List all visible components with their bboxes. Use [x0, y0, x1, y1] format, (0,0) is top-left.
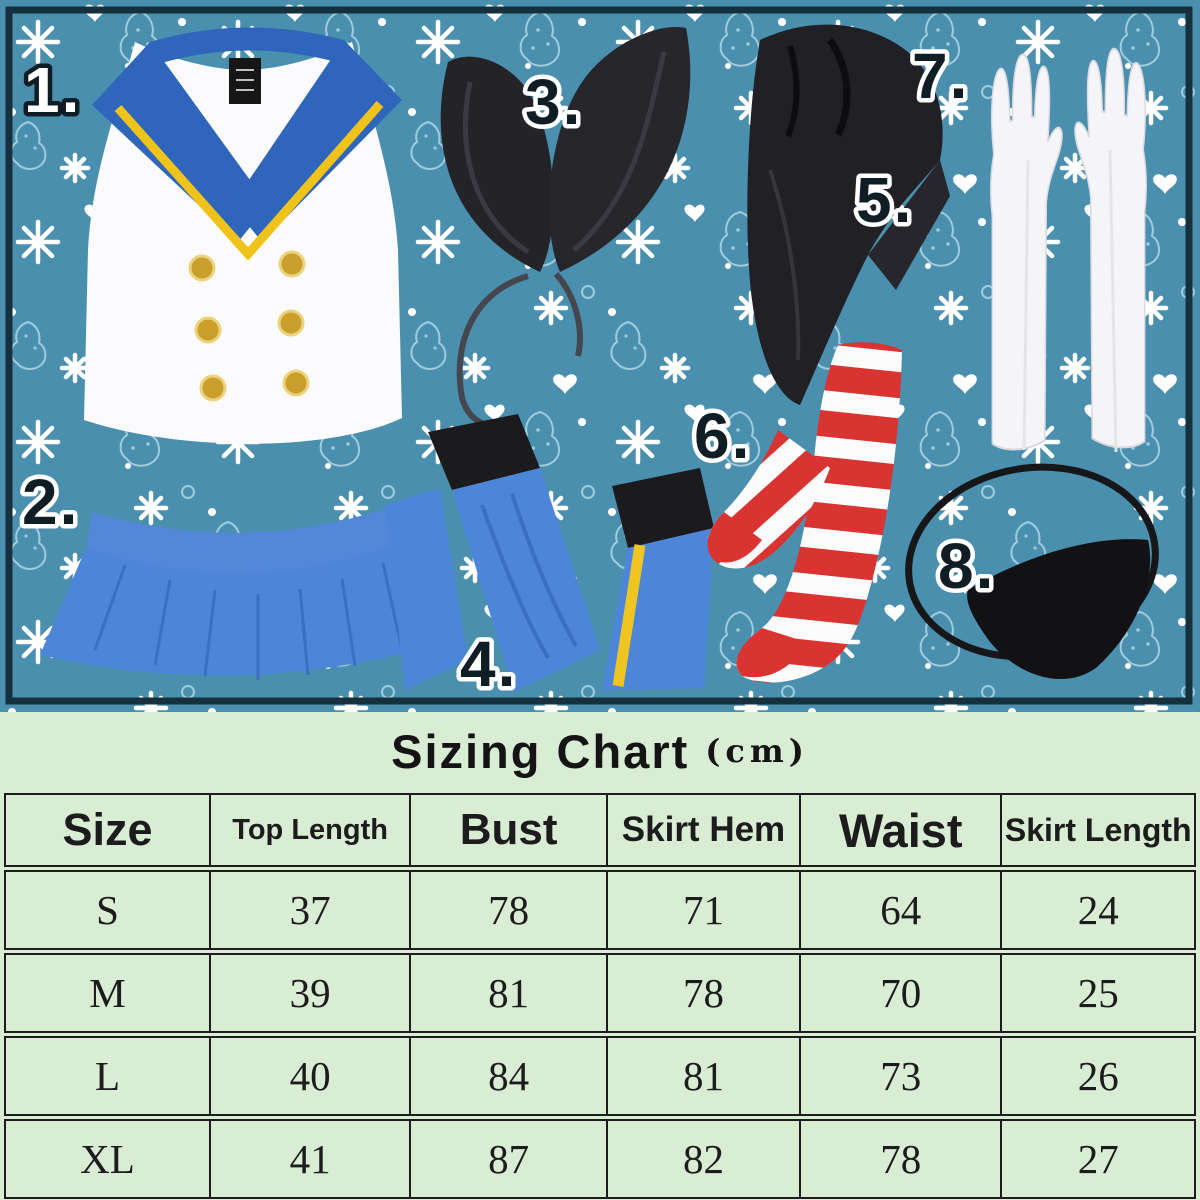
cell-value: 81	[409, 953, 606, 1033]
sizing-chart-section: Sizing Chart (cm) Size Top Length Bust S…	[0, 712, 1200, 1200]
item-number-3: 3.	[525, 66, 582, 138]
product-collage: 1. 2. 3. 4. 5. 6. 7. 8.	[0, 0, 1200, 712]
cell-value: 78	[799, 1119, 1001, 1199]
item-number-8: 8.	[938, 530, 995, 602]
table-row-l: L 40 84 81 73 26	[4, 1036, 1196, 1116]
item-long-gloves	[989, 47, 1148, 453]
cell-value: 70	[799, 953, 1001, 1033]
item-number-7: 7.	[912, 40, 969, 112]
collage-frame	[5, 6, 1193, 705]
headband-arc	[456, 273, 529, 427]
cell-value: 64	[799, 870, 1001, 950]
cell-value: 84	[409, 1036, 606, 1116]
cell-value: 24	[1000, 870, 1196, 950]
item-neckerchief	[747, 24, 950, 405]
chart-title: Sizing Chart (cm)	[0, 712, 1200, 790]
cell-value: 39	[209, 953, 410, 1033]
cell-value: 82	[605, 1119, 800, 1199]
cell-value: 87	[409, 1119, 606, 1199]
item-number-4: 4.	[460, 628, 517, 700]
cell-value: 78	[605, 953, 800, 1033]
table-row-xl: XL 41 87 82 78 27	[4, 1119, 1196, 1199]
chart-title-text: Sizing Chart	[391, 724, 690, 778]
item-number-5: 5.	[856, 164, 913, 236]
item-pleated-skirt	[40, 498, 452, 680]
col-header-skirt-length: Skirt Length	[1000, 793, 1196, 867]
cell-size: S	[4, 870, 210, 950]
col-header-waist: Waist	[799, 793, 1001, 867]
item-bunny-ears-headband	[440, 27, 691, 427]
cell-value: 71	[605, 870, 800, 950]
item-number-1: 1.	[24, 54, 81, 126]
cell-value: 73	[799, 1036, 1001, 1116]
chart-unit-text: (cm)	[705, 732, 809, 770]
cell-value: 25	[1000, 953, 1196, 1033]
cell-value: 78	[409, 870, 606, 950]
cell-value: 41	[209, 1119, 410, 1199]
item-striped-stockings	[707, 342, 902, 683]
col-header-skirt-hem: Skirt Hem	[605, 793, 800, 867]
sizing-table: Size Top Length Bust Skirt Hem Waist Ski…	[4, 790, 1196, 1200]
cell-size: XL	[4, 1119, 210, 1199]
table-row-m: M 39 81 78 70 25	[4, 953, 1196, 1033]
cell-value: 81	[605, 1036, 800, 1116]
item-blue-sleeves	[385, 414, 714, 692]
cell-value: 27	[1000, 1119, 1196, 1199]
col-header-bust: Bust	[409, 793, 606, 867]
cell-size: L	[4, 1036, 210, 1116]
header-row: Size Top Length Bust Skirt Hem Waist Ski…	[4, 793, 1196, 867]
item-sailor-top	[84, 27, 402, 444]
cell-size: M	[4, 953, 210, 1033]
cell-value: 40	[209, 1036, 410, 1116]
item-number-6: 6.	[694, 400, 751, 472]
item-number-2: 2.	[22, 466, 79, 538]
col-header-top-length: Top Length	[209, 793, 410, 867]
item-g-string	[905, 463, 1159, 680]
col-header-size: Size	[4, 793, 210, 867]
yellow-stripe	[612, 544, 646, 687]
cell-value: 26	[1000, 1036, 1196, 1116]
table-row-s: S 37 78 71 64 24	[4, 870, 1196, 950]
gold-buttons	[188, 250, 310, 402]
cell-value: 37	[209, 870, 410, 950]
